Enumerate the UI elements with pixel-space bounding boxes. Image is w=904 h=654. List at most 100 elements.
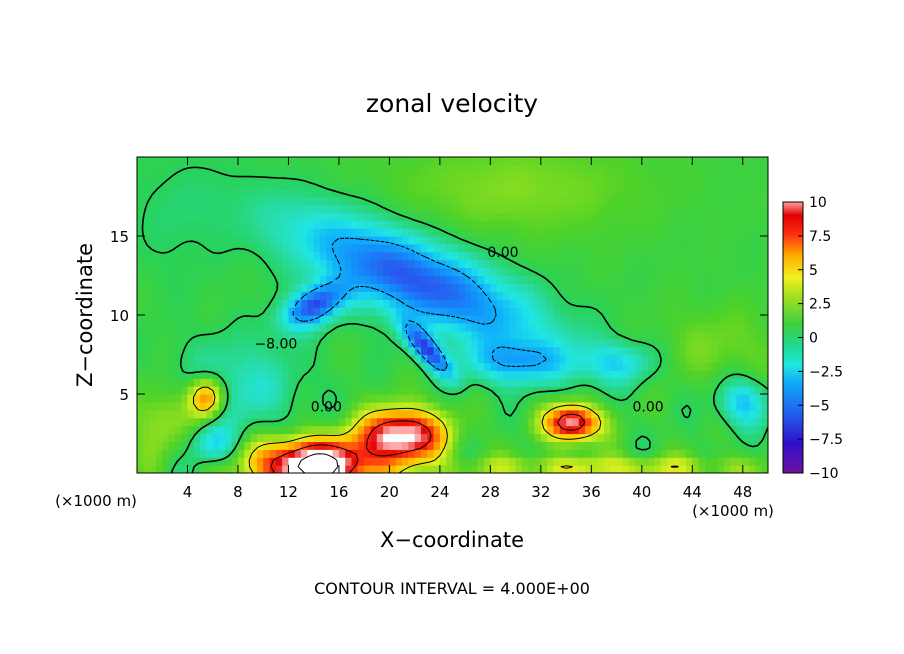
- heatmap-cell: [509, 433, 517, 442]
- heatmap-cell: [351, 409, 359, 419]
- heatmap-cell: [502, 401, 510, 411]
- heatmap-cell: [685, 425, 693, 435]
- heatmap-cell: [635, 299, 643, 308]
- heatmap-cell: [427, 386, 435, 395]
- heatmap-cell: [219, 433, 226, 442]
- heatmap-cell: [742, 449, 750, 458]
- heatmap-cell: [761, 299, 768, 308]
- heatmap-cell: [319, 417, 327, 427]
- heatmap-cell: [313, 315, 321, 324]
- heatmap-cell: [187, 441, 195, 450]
- heatmap-cell: [414, 354, 422, 363]
- heatmap-cell: [509, 465, 517, 473]
- heatmap-cell: [591, 259, 599, 269]
- heatmap-cell: [742, 172, 750, 182]
- heatmap-cell: [730, 243, 738, 253]
- heatmap-cell: [237, 275, 245, 284]
- heatmap-cell: [597, 188, 605, 198]
- heatmap-cell: [332, 283, 340, 292]
- heatmap-cell: [301, 425, 308, 435]
- heatmap-cell: [578, 220, 586, 229]
- heatmap-cell: [389, 259, 397, 269]
- heatmap-cell: [723, 299, 731, 308]
- heatmap-cell: [414, 275, 422, 284]
- heatmap-cell: [496, 188, 504, 198]
- heatmap-cell: [490, 180, 498, 190]
- heatmap-cell: [263, 251, 271, 261]
- heatmap-cell: [370, 291, 378, 300]
- heatmap-cell: [477, 457, 485, 466]
- heatmap-cell: [547, 299, 555, 308]
- heatmap-cell: [654, 394, 662, 403]
- heatmap-cell: [420, 299, 428, 308]
- heatmap-cell: [193, 259, 201, 269]
- heatmap-cell: [364, 401, 372, 411]
- heatmap-cell: [149, 354, 157, 363]
- heatmap-cell: [458, 441, 466, 450]
- heatmap-cell: [509, 259, 517, 269]
- heatmap-cell: [313, 283, 321, 292]
- heatmap-cell: [313, 401, 321, 411]
- heatmap-cell: [704, 291, 712, 300]
- heatmap-cell: [742, 267, 750, 277]
- heatmap-cell: [162, 465, 170, 473]
- heatmap-cell: [648, 164, 656, 174]
- heatmap-cell: [698, 465, 706, 473]
- heatmap-cell: [206, 291, 214, 300]
- heatmap-cell: [282, 465, 290, 473]
- heatmap-cell: [212, 259, 220, 269]
- heatmap-cell: [383, 212, 390, 221]
- heatmap-cell: [307, 283, 315, 292]
- heatmap-cell: [685, 322, 693, 332]
- heatmap-cell: [174, 394, 182, 403]
- heatmap-cell: [389, 378, 397, 387]
- heatmap-cell: [654, 267, 662, 277]
- heatmap-cell: [137, 204, 144, 213]
- heatmap-cell: [736, 236, 744, 245]
- heatmap-cell: [155, 322, 163, 332]
- heatmap-cell: [484, 362, 491, 371]
- heatmap-cell: [534, 394, 542, 403]
- heatmap-cell: [168, 330, 176, 340]
- heatmap-cell: [351, 299, 359, 308]
- y-axis-label: Z−coordinate: [73, 243, 97, 387]
- heatmap-cell: [237, 164, 245, 174]
- heatmap-cell: [452, 378, 460, 387]
- heatmap-cell: [723, 307, 731, 316]
- heatmap-cell: [250, 338, 258, 348]
- heatmap-cell: [528, 251, 536, 261]
- heatmap-cell: [282, 425, 290, 435]
- heatmap-cell: [307, 196, 315, 205]
- heatmap-cell: [458, 330, 466, 340]
- heatmap-cell: [534, 401, 542, 411]
- heatmap-cell: [559, 441, 567, 450]
- heatmap-cell: [667, 394, 674, 403]
- heatmap-cell: [294, 307, 302, 316]
- heatmap-cell: [389, 346, 397, 356]
- heatmap-cell: [187, 275, 195, 284]
- heatmap-cell: [749, 259, 756, 269]
- heatmap-cell: [345, 164, 353, 174]
- heatmap-cell: [654, 243, 662, 253]
- heatmap-cell: [521, 378, 529, 387]
- heatmap-cell: [641, 180, 649, 190]
- heatmap-cell: [414, 204, 422, 213]
- heatmap-cell: [761, 283, 768, 292]
- heatmap-cell: [275, 370, 283, 379]
- heatmap-cell: [433, 236, 441, 245]
- heatmap-cell: [263, 204, 271, 213]
- heatmap-cell: [723, 275, 731, 284]
- heatmap-cell: [357, 425, 365, 435]
- heatmap-cell: [749, 378, 756, 387]
- heatmap-cell: [162, 251, 170, 261]
- heatmap-cell: [149, 441, 157, 450]
- heatmap-cell: [250, 228, 258, 237]
- heatmap-cell: [509, 425, 517, 435]
- heatmap-cell: [402, 259, 409, 269]
- heatmap-cell: [193, 449, 201, 458]
- heatmap-cell: [660, 267, 668, 277]
- heatmap-cell: [730, 196, 738, 205]
- heatmap-cell: [174, 204, 182, 213]
- heatmap-cell: [231, 409, 239, 419]
- heatmap-cell: [502, 433, 510, 442]
